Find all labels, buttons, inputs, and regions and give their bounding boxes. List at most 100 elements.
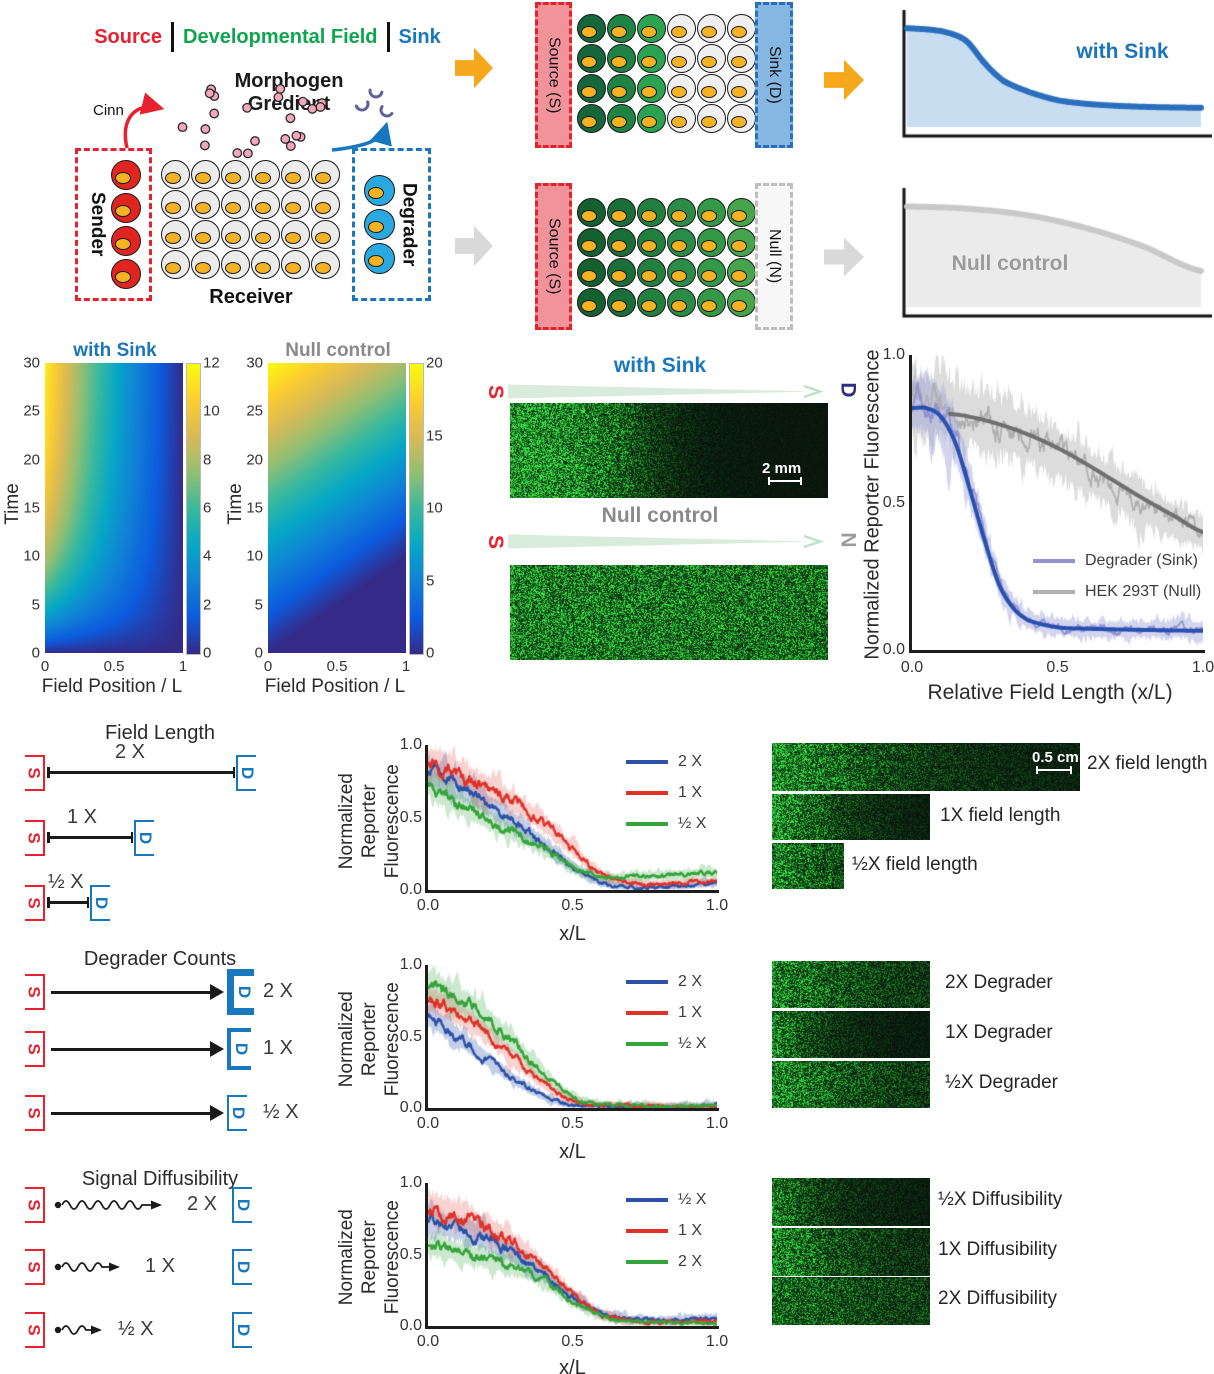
heatmap-title: Null control [285, 340, 391, 361]
field-line-half [47, 897, 89, 907]
plot-canvas [428, 745, 717, 890]
cell [111, 226, 141, 256]
image-label: 2X Degrader [945, 972, 1053, 993]
fluorescence-strip-half-degrader [772, 1061, 930, 1108]
degrader-bracket: D [232, 1312, 253, 1348]
image-label: ½X field length [852, 854, 978, 875]
heatmap-title: with Sink [73, 340, 157, 361]
tick-label: 0.5 [399, 1027, 422, 1045]
legend-entry: 1 X [626, 1220, 706, 1242]
microscopy-panel: with Sink S D 2 mm Null control S N [480, 352, 872, 664]
cell [727, 14, 756, 43]
cell [363, 175, 395, 206]
tick-label: 1 [401, 658, 411, 675]
images-degrader-counts: 2X Degrader 1X Degrader ½X Degrader [770, 955, 1214, 1120]
y-axis [425, 745, 428, 893]
schematic-field-length: Field Length S 2 X D S 1 X D S ½ X D [15, 715, 327, 935]
cell [161, 160, 190, 189]
field-line-2x [47, 767, 235, 777]
cell [577, 228, 606, 257]
legend-label: 2 X [678, 1253, 703, 1270]
cell [577, 258, 606, 287]
diffusion-squiggle-1x [54, 1262, 120, 1272]
legend-label: 2 X [678, 973, 703, 990]
legend-line [626, 1260, 668, 1264]
fluorescence-image-null [510, 565, 828, 660]
cell [667, 228, 696, 257]
tick-label: 8 [203, 451, 212, 469]
legend-line [626, 1198, 668, 1202]
cell [697, 74, 726, 103]
fluorescence-strip-1x-diffusibility [772, 1228, 930, 1276]
tick-label: 0.5 [1046, 659, 1069, 676]
degrader-bracket: D [232, 1187, 253, 1223]
tick-label: 25 [23, 402, 40, 420]
plot-canvas [428, 1183, 717, 1326]
legend-entry: 1 X [626, 1002, 706, 1024]
cell [251, 220, 280, 249]
tick-label: 1.0 [399, 1174, 422, 1191]
tick-label: 20 [246, 451, 263, 469]
cell [191, 190, 220, 219]
header-developmental-field: Developmental Field [183, 25, 378, 48]
tick-label: 0 [254, 644, 263, 662]
arrow-head [210, 1041, 224, 1057]
tick-label: 0 [31, 644, 40, 662]
cell [727, 104, 756, 133]
gradient-cell-grid [577, 14, 756, 133]
secretion-arrow [123, 92, 165, 149]
micro-title-with-sink: with Sink [613, 354, 707, 377]
fluorescence-strip-half-diffusibility [772, 1178, 930, 1226]
fluorescence-strip-1x-field [772, 794, 930, 840]
cell [697, 44, 726, 73]
cell [607, 44, 636, 73]
legend: ½ X 1 X 2 X [626, 1189, 706, 1282]
tick-label: 10 [246, 547, 263, 565]
arrow-head [210, 984, 224, 1000]
cell [727, 44, 756, 73]
xlabel: Relative Field Length (x/L) [927, 681, 1173, 704]
morphogen-dot [285, 113, 296, 124]
tick-label: 5 [31, 596, 40, 614]
header-divider [386, 22, 390, 52]
cell [311, 190, 340, 219]
cell [111, 193, 141, 223]
tick-label: 0 [40, 658, 50, 675]
tick-label: 0.5 [103, 658, 125, 675]
legend-entry: HEK 293T (Null) [1033, 581, 1201, 603]
tick-label: 0.0 [882, 641, 905, 658]
cell [607, 258, 636, 287]
y-axis [425, 1183, 428, 1329]
section-title: Signal Diffusibility [81, 1168, 239, 1190]
ylabel: Normalized Reporter Fluorescence [335, 982, 403, 1097]
tick-label: 1.0 [1191, 659, 1214, 676]
cell [311, 220, 340, 249]
receiver-cell-grid [161, 160, 340, 279]
cell [191, 220, 220, 249]
y-axis [425, 965, 428, 1111]
degrader-label: Degrader [398, 182, 420, 267]
fluorescence-strip-2x-field [772, 743, 1080, 791]
legend-entry: ½ X [626, 813, 706, 835]
legend-entry: 2 X [626, 1251, 706, 1273]
tick-label: 12 [203, 354, 220, 372]
tick-label: 0 [263, 658, 273, 675]
cell [161, 220, 190, 249]
cell [667, 198, 696, 227]
cell [607, 14, 636, 43]
receptor-icons [354, 88, 394, 118]
arrow-head [210, 1105, 224, 1121]
row-label: 2 X [115, 741, 146, 763]
source-bracket: S [25, 1187, 45, 1223]
cell [221, 220, 250, 249]
section-title: Degrader Counts [83, 948, 237, 970]
heatmap-xticks: 0 0.5 1 [264, 658, 410, 676]
legend-entry: ½ X [626, 1189, 706, 1211]
degrader-bracket-1x: D [227, 1028, 251, 1070]
cinn-label: Cinn [93, 102, 124, 119]
morphogen-diffusion-art [123, 83, 394, 159]
heatmap-xlabel: Field Position / L [264, 676, 406, 697]
grid-null-control: Source (S) Null (N) [535, 183, 795, 331]
legend-label: 1 X [678, 784, 703, 801]
cell [281, 250, 310, 279]
